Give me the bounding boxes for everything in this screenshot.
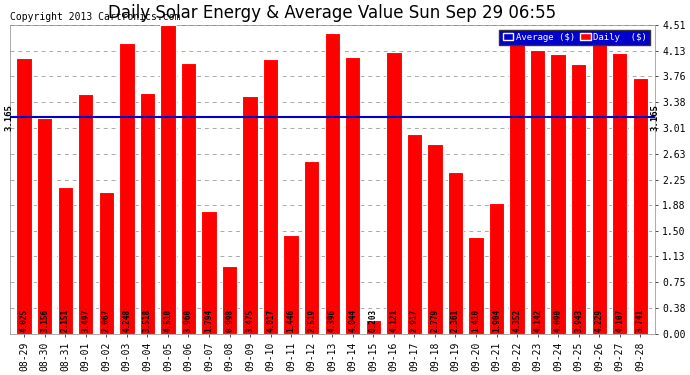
Text: 2.917: 2.917 [410, 309, 419, 333]
Text: 4.229: 4.229 [595, 309, 604, 333]
Text: 4.025: 4.025 [19, 309, 29, 333]
Text: 4.090: 4.090 [553, 309, 562, 333]
Bar [612, 53, 627, 334]
Bar [304, 161, 319, 334]
Text: 0.203: 0.203 [369, 309, 378, 333]
Text: 3.497: 3.497 [81, 309, 90, 333]
Bar [633, 78, 648, 334]
Bar [386, 52, 402, 334]
Bar [119, 43, 135, 334]
Text: 3.475: 3.475 [246, 309, 255, 333]
Text: 4.121: 4.121 [389, 309, 398, 333]
Bar [221, 266, 237, 334]
Text: 3.156: 3.156 [40, 309, 49, 333]
Text: 4.396: 4.396 [328, 309, 337, 333]
Bar [324, 33, 340, 334]
Bar [201, 211, 217, 334]
Text: 0.998: 0.998 [225, 309, 234, 333]
Text: Copyright 2013 Cartronics.com: Copyright 2013 Cartronics.com [10, 12, 180, 22]
Text: 1.410: 1.410 [471, 309, 480, 333]
Bar [571, 64, 586, 334]
Bar [366, 320, 381, 334]
Text: 4.248: 4.248 [122, 309, 131, 333]
Text: 4.352: 4.352 [513, 309, 522, 333]
Bar [530, 50, 545, 334]
Text: 4.107: 4.107 [615, 309, 624, 333]
Bar [284, 235, 299, 334]
Bar [17, 58, 32, 334]
Text: 3.741: 3.741 [635, 309, 645, 333]
Text: 1.794: 1.794 [204, 309, 213, 333]
Bar [406, 134, 422, 334]
Bar [591, 44, 607, 334]
Bar [99, 192, 114, 334]
Text: 2.067: 2.067 [102, 309, 111, 333]
Legend: Average ($), Daily  ($): Average ($), Daily ($) [500, 30, 650, 45]
Bar [57, 187, 73, 334]
Text: 4.142: 4.142 [533, 309, 542, 333]
Text: 3.518: 3.518 [143, 309, 152, 333]
Text: 3.165: 3.165 [5, 104, 14, 130]
Title: Daily Solar Energy & Average Value Sun Sep 29 06:55: Daily Solar Energy & Average Value Sun S… [108, 4, 556, 22]
Text: 2.151: 2.151 [61, 309, 70, 333]
Bar [160, 25, 176, 334]
Text: 3.960: 3.960 [184, 309, 193, 333]
Bar [139, 93, 155, 334]
Bar [427, 144, 442, 334]
Bar [509, 36, 525, 334]
Bar [469, 237, 484, 334]
Text: 4.044: 4.044 [348, 309, 357, 333]
Text: 4.017: 4.017 [266, 309, 275, 333]
Bar [551, 54, 566, 334]
Bar [345, 57, 360, 334]
Text: 2.519: 2.519 [307, 309, 316, 333]
Bar [37, 118, 52, 334]
Text: 1.446: 1.446 [286, 309, 295, 333]
Text: 4.510: 4.510 [164, 309, 172, 333]
Text: 1.904: 1.904 [492, 309, 501, 333]
Bar [448, 172, 463, 334]
Text: 2.779: 2.779 [431, 309, 440, 333]
Text: 3.165: 3.165 [651, 104, 660, 130]
Bar [181, 63, 196, 334]
Bar [489, 204, 504, 334]
Bar [78, 94, 93, 334]
Text: 2.361: 2.361 [451, 309, 460, 333]
Bar [242, 96, 258, 334]
Text: 3.943: 3.943 [574, 309, 583, 333]
Bar [263, 59, 278, 334]
